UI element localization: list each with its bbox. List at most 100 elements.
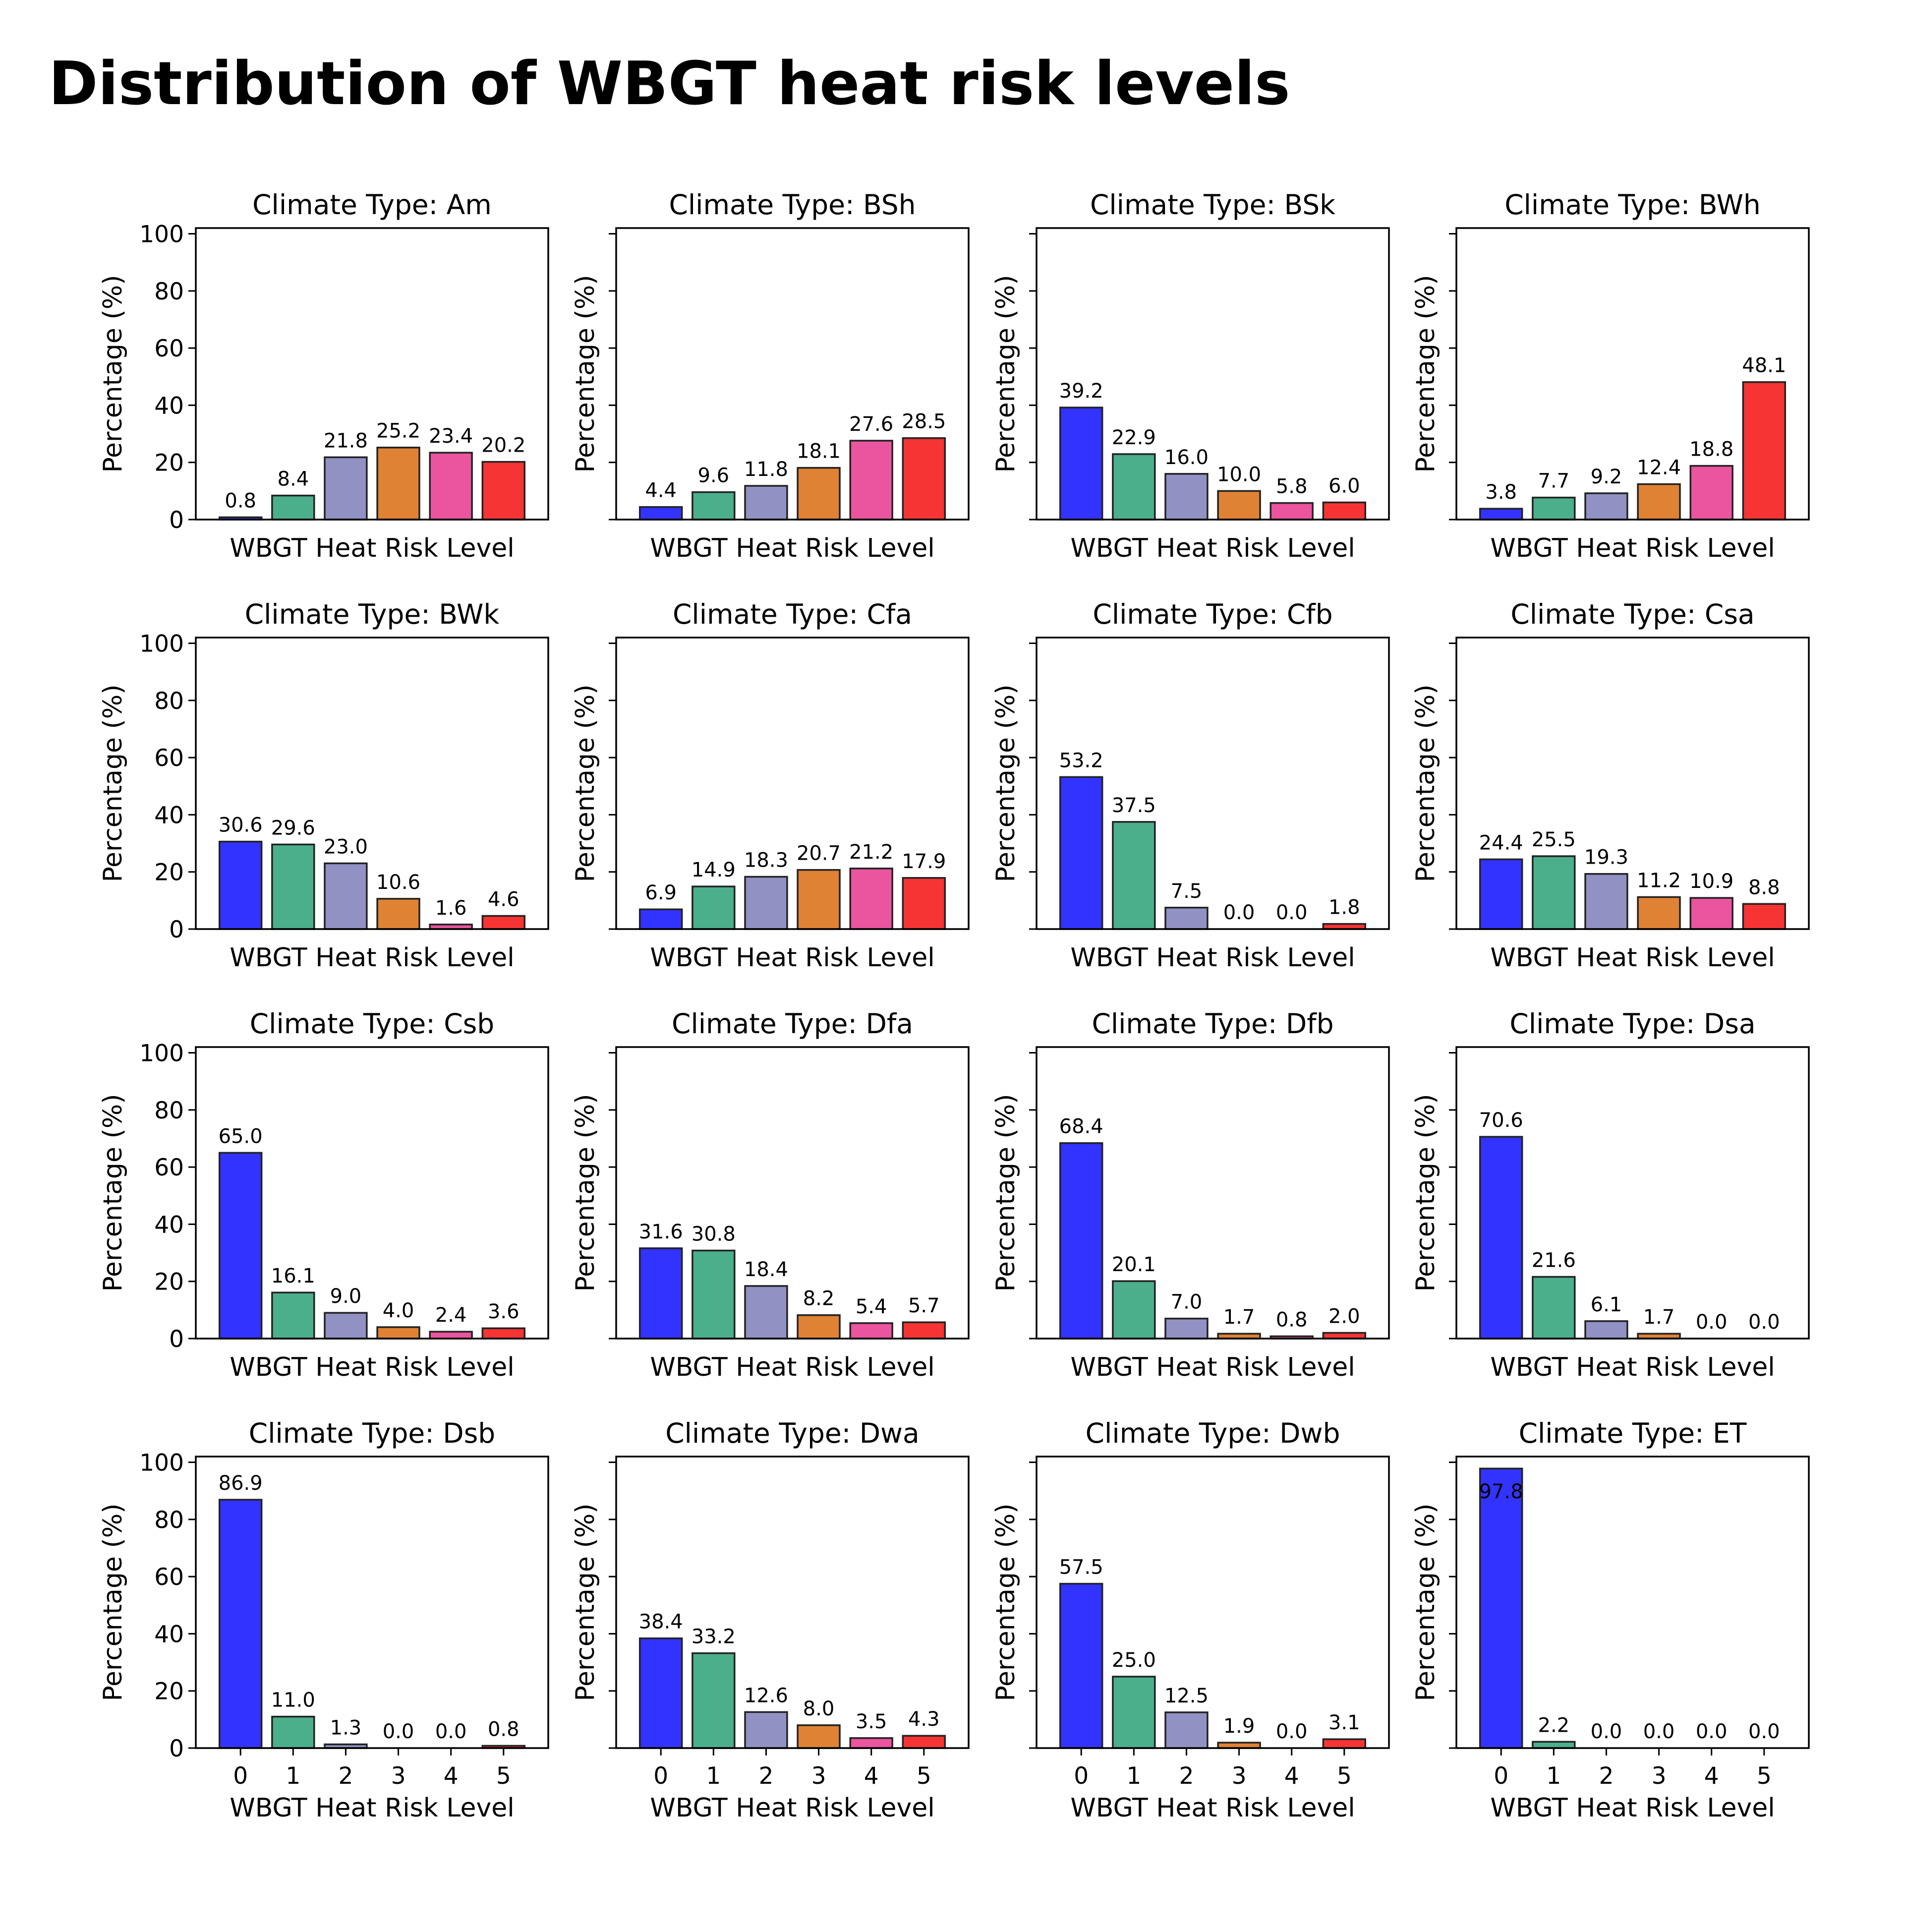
plot-frame xyxy=(1455,1456,1810,1749)
bar[interactable] xyxy=(429,1331,473,1340)
bar[interactable] xyxy=(1637,896,1681,930)
bar[interactable] xyxy=(1532,1741,1576,1749)
bar[interactable] xyxy=(1689,465,1733,521)
bar[interactable] xyxy=(849,440,893,521)
bar[interactable] xyxy=(1164,1711,1209,1749)
bar[interactable] xyxy=(744,485,788,521)
bar[interactable] xyxy=(1059,1582,1103,1749)
bar[interactable] xyxy=(271,1715,315,1749)
bar[interactable] xyxy=(324,456,368,521)
bar[interactable] xyxy=(1479,508,1523,521)
bar[interactable] xyxy=(481,915,525,930)
bar[interactable] xyxy=(1532,496,1576,521)
bar[interactable] xyxy=(849,1737,893,1749)
bar-value-label: 22.9 xyxy=(1112,426,1156,449)
bar[interactable] xyxy=(902,1321,946,1340)
bar[interactable] xyxy=(1584,1320,1628,1340)
bar[interactable] xyxy=(902,1735,946,1749)
plot-frame xyxy=(1036,227,1390,521)
chart-panel: Climate Type: BSh Percentage (%) 4.4 9.6 11.… xyxy=(571,189,970,563)
chart-panel: Climate Type: ET Percentage (%) 97.8 0 2.2 1 0… xyxy=(1411,1417,1810,1823)
bar[interactable] xyxy=(376,446,420,521)
plot-frame xyxy=(615,227,970,521)
bar-value-label: 12.6 xyxy=(744,1684,788,1707)
x-tick-label: 5 xyxy=(1757,1762,1772,1790)
panel-title: Climate Type: ET xyxy=(1519,1417,1747,1449)
bar[interactable] xyxy=(271,1291,315,1340)
bar[interactable] xyxy=(1322,1738,1366,1749)
bar[interactable] xyxy=(1112,453,1156,521)
bar[interactable] xyxy=(1742,903,1786,930)
bar[interactable] xyxy=(1584,873,1628,930)
bar[interactable] xyxy=(1059,407,1103,521)
bar[interactable] xyxy=(1742,381,1786,521)
bar[interactable] xyxy=(692,885,736,930)
bar[interactable] xyxy=(849,868,893,930)
bar[interactable] xyxy=(1322,501,1366,521)
bar[interactable] xyxy=(849,1322,893,1340)
bar[interactable] xyxy=(744,1711,788,1749)
bar-value-label: 97.8 xyxy=(1479,1480,1523,1503)
bar[interactable] xyxy=(692,1249,736,1340)
bar[interactable] xyxy=(902,877,946,930)
bar[interactable] xyxy=(1164,473,1209,521)
bar[interactable] xyxy=(1689,897,1733,930)
bar[interactable] xyxy=(1112,1676,1156,1749)
bar[interactable] xyxy=(797,869,841,930)
bar[interactable] xyxy=(219,1152,263,1340)
bar[interactable] xyxy=(219,840,263,930)
bar[interactable] xyxy=(376,1326,420,1340)
bar[interactable] xyxy=(639,908,683,930)
bar[interactable] xyxy=(1637,483,1681,521)
bar[interactable] xyxy=(219,1499,263,1749)
bar[interactable] xyxy=(1059,1142,1103,1340)
bar[interactable] xyxy=(271,843,315,930)
bar[interactable] xyxy=(1532,855,1576,930)
bar[interactable] xyxy=(797,1724,841,1749)
x-axis-label: WBGT Heat Risk Level xyxy=(1070,533,1355,563)
bar[interactable] xyxy=(376,898,420,930)
bar[interactable] xyxy=(639,1247,683,1340)
x-axis-label: WBGT Heat Risk Level xyxy=(230,533,514,563)
bar[interactable] xyxy=(744,876,788,930)
bar[interactable] xyxy=(692,1652,736,1749)
bar[interactable] xyxy=(797,467,841,521)
bar-value-label: 8.4 xyxy=(278,468,309,491)
bar[interactable] xyxy=(1112,821,1156,930)
bar[interactable] xyxy=(1479,858,1523,930)
bar[interactable] xyxy=(1532,1276,1576,1340)
y-tick-label: 0 xyxy=(169,1326,184,1353)
bar-value-label: 38.4 xyxy=(639,1611,683,1634)
bar[interactable] xyxy=(639,506,683,521)
bar[interactable] xyxy=(744,1285,788,1340)
bar[interactable] xyxy=(797,1314,841,1340)
bar[interactable] xyxy=(692,491,736,521)
bar[interactable] xyxy=(1164,907,1209,930)
bar-value-label: 53.2 xyxy=(1059,749,1103,772)
bar[interactable] xyxy=(324,1312,368,1340)
bar[interactable] xyxy=(429,452,473,521)
bar[interactable] xyxy=(324,862,368,930)
y-tick-label: 60 xyxy=(154,745,184,772)
bar[interactable] xyxy=(1059,776,1103,930)
bar[interactable] xyxy=(1270,502,1314,521)
bar[interactable] xyxy=(639,1637,683,1749)
bar[interactable] xyxy=(1479,1136,1523,1340)
bar[interactable] xyxy=(1164,1317,1209,1340)
x-tick-label: 0 xyxy=(233,1762,248,1790)
bar[interactable] xyxy=(902,437,946,521)
bar[interactable] xyxy=(481,461,525,521)
bar-value-label: 9.0 xyxy=(330,1285,362,1308)
bar[interactable] xyxy=(1217,490,1261,521)
bar[interactable] xyxy=(481,1327,525,1340)
bar-value-label: 68.4 xyxy=(1059,1115,1103,1138)
x-tick-label: 3 xyxy=(391,1762,406,1790)
bar[interactable] xyxy=(1584,492,1628,521)
bar[interactable] xyxy=(1479,1467,1523,1749)
bar-value-label: 0.0 xyxy=(383,1720,414,1743)
bar-value-label: 8.8 xyxy=(1748,876,1780,899)
chart-panel: Climate Type: Dwa Percentage (%) 38.4 0 33.2… xyxy=(571,1417,970,1823)
chart-panel: Climate Type: Dfb Percentage (%) 68.4 20.1 7… xyxy=(991,1008,1390,1382)
bar[interactable] xyxy=(1112,1280,1156,1340)
bar[interactable] xyxy=(271,494,315,521)
